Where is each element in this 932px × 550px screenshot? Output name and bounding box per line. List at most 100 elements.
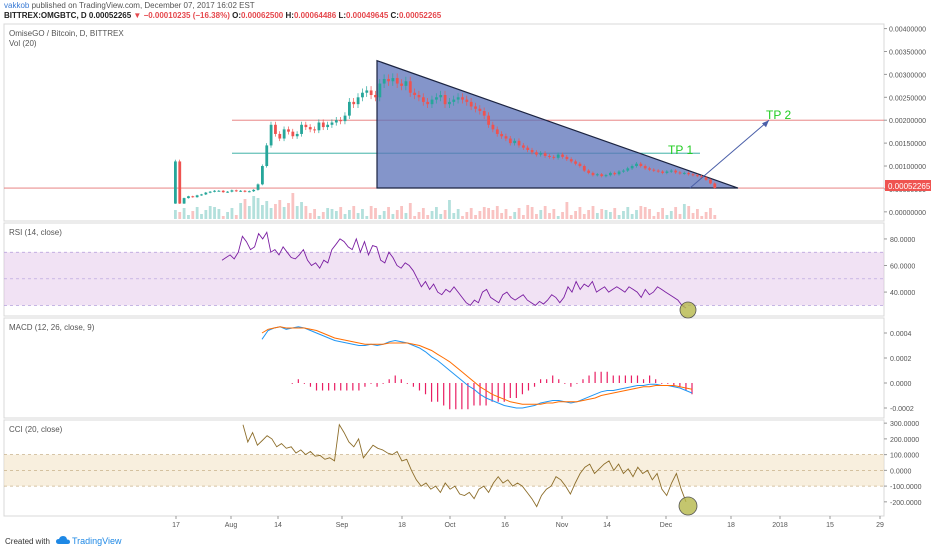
tradingview-cloud-icon <box>56 536 70 544</box>
macd-hist-bar <box>461 383 463 410</box>
macd-hist-bar <box>588 375 590 383</box>
candle-body <box>256 184 260 190</box>
volume-bar <box>391 214 395 219</box>
chart-header: vakkob published on TradingView.com, Dec… <box>4 1 928 21</box>
macd-line <box>261 326 693 409</box>
volume-bar <box>174 210 177 219</box>
time-tick-label: Sep <box>336 522 349 529</box>
volume-bar <box>539 210 543 219</box>
last-price-badge-text: 0.00052265 <box>888 182 931 191</box>
candle-body <box>213 190 216 192</box>
volume-bar <box>421 208 425 219</box>
macd-hist-bar <box>424 383 427 395</box>
macd-hist-bar <box>570 383 572 387</box>
macd-hist-bar <box>515 383 517 398</box>
descending-triangle <box>376 59 739 189</box>
price-tick-label: 0.00000000 <box>889 210 926 217</box>
candle-body <box>678 172 682 174</box>
macd-hist-bar <box>346 383 348 391</box>
candle-body <box>613 172 617 175</box>
candle-body <box>387 78 390 82</box>
volume-bar <box>569 215 573 219</box>
macd-hist-bar <box>533 383 536 387</box>
volume-bar <box>482 207 486 219</box>
time-tick-label: 14 <box>274 522 282 529</box>
rsi-tick-label: 60.0000 <box>890 264 915 271</box>
volume-bar <box>517 208 521 219</box>
ohlc-c: C:0.00052265 <box>390 11 442 20</box>
tp2-label: TP 2 <box>766 108 791 122</box>
candle-body <box>591 172 595 176</box>
volume-bar <box>187 215 190 219</box>
volume-bar <box>274 204 277 219</box>
candle-body <box>356 97 360 105</box>
macd-hist-bar <box>679 383 681 387</box>
volume-bar <box>639 206 643 219</box>
cci-band <box>4 454 884 487</box>
candle-body <box>687 172 691 175</box>
volume-bar <box>243 199 247 219</box>
volume-bar <box>252 196 256 219</box>
volume-bar <box>626 207 630 219</box>
created-with-text: Created with <box>5 537 50 546</box>
candle-body <box>556 154 560 158</box>
macd-hist-bar <box>309 383 312 387</box>
target-arrow <box>689 119 770 189</box>
volume-bar <box>500 213 504 219</box>
volume-bar <box>200 214 203 219</box>
macd-hist-bar <box>455 383 457 410</box>
volume-bar <box>365 216 369 219</box>
volume-bar <box>582 214 586 219</box>
volume-label: Vol (20) <box>9 39 37 48</box>
volume-bar <box>317 216 321 219</box>
candle-body <box>369 90 373 96</box>
chart-canvas[interactable]: OmiseGO / Bitcoin, D, BITTREX Vol (20) R… <box>0 21 932 529</box>
candle-body <box>426 101 430 105</box>
candle-body <box>247 191 251 193</box>
volume-bar <box>456 209 460 219</box>
volume-bar <box>635 210 638 219</box>
macd-hist-bar <box>521 383 524 395</box>
volume-bar <box>700 216 704 219</box>
volume-bar <box>426 215 430 219</box>
candle-body <box>430 99 434 105</box>
macd-pane[interactable] <box>3 317 885 419</box>
candle-body <box>408 81 412 93</box>
cci-line <box>242 423 687 508</box>
volume-bar <box>287 203 290 219</box>
cci-highlight-marker <box>678 496 698 516</box>
macd-hist-bar <box>649 375 651 383</box>
volume-bar <box>656 212 660 219</box>
rsi-pane[interactable] <box>3 222 885 317</box>
time-tick-label: 15 <box>826 522 834 529</box>
macd-hist-bar <box>685 383 687 391</box>
macd-hist-bar <box>473 383 475 406</box>
time-tick-label: Dec <box>660 522 673 529</box>
macd-hist-bar <box>539 379 542 383</box>
macd-hist-bar <box>418 383 421 391</box>
candle-body <box>395 78 399 84</box>
candle-body <box>600 174 604 177</box>
macd-title: MACD (12, 26, close, 9) <box>9 323 95 332</box>
candle-body <box>274 124 277 134</box>
time-tick-label: 18 <box>398 522 406 529</box>
volume-bar <box>343 214 347 219</box>
volume-bar <box>191 211 195 219</box>
volume-bar <box>495 206 499 219</box>
volume-bar <box>339 207 343 219</box>
tradingview-link[interactable]: TradingView <box>72 536 122 546</box>
candle-body <box>474 106 477 109</box>
tp1-label: TP 1 <box>668 143 693 157</box>
cci-tick-label: -200.0000 <box>890 500 922 507</box>
macd-hist-bar <box>552 375 554 383</box>
cci-tick-label: -100.0000 <box>890 484 922 491</box>
volume-bar <box>643 207 647 219</box>
candle-body <box>535 152 538 155</box>
macd-hist-bar <box>291 383 293 384</box>
macd-hist-bar <box>600 371 602 383</box>
volume-bar <box>304 206 308 219</box>
author-link[interactable]: vakkob <box>4 1 30 10</box>
macd-hist-bar <box>340 383 342 391</box>
candle-body <box>178 161 182 204</box>
candle-body <box>321 122 325 128</box>
